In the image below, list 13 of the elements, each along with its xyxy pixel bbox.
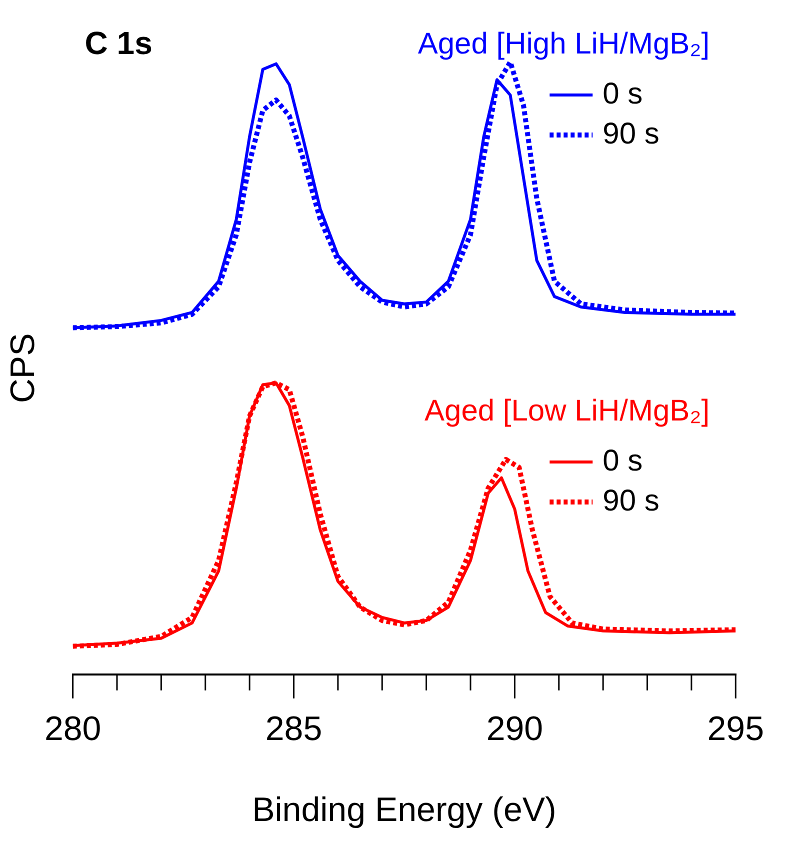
x-tick-label: 285 (265, 710, 322, 748)
x-axis-title: Binding Energy (eV) (252, 790, 556, 829)
x-tick-label: 280 (44, 710, 102, 748)
x-tick-label: 290 (486, 710, 544, 748)
x-tick-label: 295 (707, 710, 764, 748)
legend-label: 90 s (602, 117, 660, 150)
y-axis-title: CPS (4, 333, 42, 404)
legend-label: 90 s (602, 484, 660, 518)
text: Aged [High LiH/MgB₂] (418, 27, 710, 60)
legend-label: 0 s (602, 77, 643, 110)
annotation: Aged [Low LiH/MgB₂] (424, 394, 710, 428)
chart-title: C 1s (84, 24, 152, 61)
legend-label: 0 s (602, 444, 643, 478)
